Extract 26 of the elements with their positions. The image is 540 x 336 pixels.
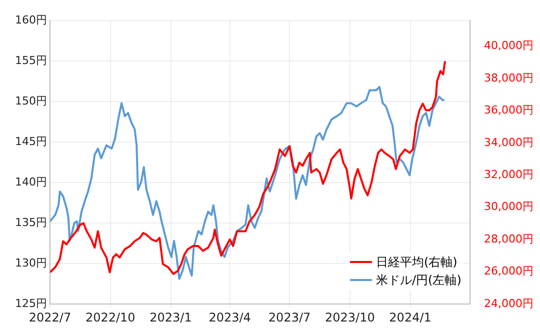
legend-label: 日経平均(右軸) [376, 254, 458, 271]
y-tick-label: 145円 [15, 134, 47, 148]
y-tick-label: 150円 [15, 94, 47, 108]
y-tick-label: 135円 [15, 216, 47, 229]
y-tick-label: 125円 [15, 296, 47, 310]
y2-tick-label: 32,000円 [484, 168, 534, 182]
y2-tick-label: 34,000円 [484, 136, 534, 149]
y2-tick-label: 36,000円 [484, 104, 534, 117]
y2-tick-label: 24,000円 [484, 296, 534, 310]
x-tick-label: 2023/1 [150, 310, 192, 324]
x-tick-label: 2023/4 [208, 310, 251, 324]
y2-tick-label: 26,000円 [484, 264, 534, 278]
x-tick-label: 2023/10 [324, 310, 375, 324]
y-tick-label: 160円 [15, 13, 47, 26]
legend-label: 米ドル/円(左軸) [376, 272, 462, 289]
x-tick-label: 2022/10 [85, 310, 136, 324]
y-tick-label: 140円 [15, 175, 47, 188]
x-tick-label: 2023/7 [268, 310, 311, 324]
y2-tick-label: 28,000円 [484, 232, 534, 246]
x-tick-label: 2024/1 [389, 310, 432, 324]
y-tick-label: 130円 [15, 256, 47, 270]
y2-tick-label: 40,000円 [484, 39, 534, 52]
y2-tick-label: 38,000円 [484, 71, 534, 84]
x-tick-label: 2022/7 [28, 310, 72, 324]
y-tick-label: 155円 [15, 54, 47, 67]
y2-tick-label: 30,000円 [484, 200, 534, 214]
